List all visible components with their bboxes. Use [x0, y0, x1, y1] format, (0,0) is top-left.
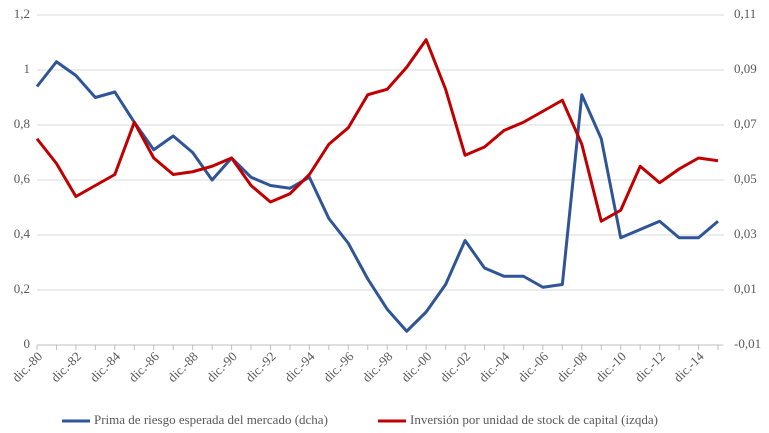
x-tick-label: dic.-02: [437, 349, 473, 385]
x-tick-label: dic.-84: [87, 348, 124, 385]
legend-label: Prima de riesgo esperada del mercado (dc…: [94, 412, 328, 427]
y2-tick-label: 0,03: [734, 226, 757, 241]
y-tick-label: 1,2: [14, 6, 30, 21]
x-tick-label: dic.-92: [242, 349, 278, 385]
x-tick-label: dic.-04: [476, 348, 513, 385]
y-tick-label: 1: [24, 61, 31, 76]
x-tick-label: dic.-10: [593, 349, 629, 385]
x-tick-label: dic.-88: [164, 349, 200, 385]
y-tick-label: 0,2: [14, 281, 30, 296]
x-tick-label: dic.-96: [320, 348, 357, 385]
y2-tick-label: 0,05: [734, 171, 757, 186]
y2-tick-label: 0,09: [734, 61, 757, 76]
x-tick-label: dic.-98: [359, 349, 395, 385]
x-tick-label: dic.-08: [554, 349, 590, 385]
x-tick-label: dic.-82: [48, 349, 84, 385]
x-tick-label: dic.-86: [126, 348, 163, 385]
y2-tick-label: 0,01: [734, 281, 757, 296]
series-line: [35, 60, 719, 333]
y2-tick-label: 0,11: [734, 6, 756, 21]
x-tick-label: dic.-80: [9, 349, 45, 385]
x-tick-label: dic.-94: [281, 348, 318, 385]
x-tick-label: dic.-90: [203, 349, 239, 385]
x-tick-label: dic.-12: [631, 349, 667, 385]
y2-tick-label: -0,01: [734, 336, 761, 351]
x-tick-label: dic.-14: [670, 348, 707, 385]
y-tick-label: 0,8: [14, 116, 30, 131]
series-line: [35, 38, 719, 223]
y-tick-label: 0: [24, 336, 31, 351]
x-tick-label: dic.-00: [398, 349, 434, 385]
y-tick-label: 0,4: [14, 226, 31, 241]
y2-tick-label: 0,07: [734, 116, 757, 131]
legend-label: Inversión por unidad de stock de capital…: [410, 412, 658, 427]
y-tick-label: 0,6: [14, 171, 31, 186]
x-tick-label: dic.-06: [515, 348, 552, 385]
